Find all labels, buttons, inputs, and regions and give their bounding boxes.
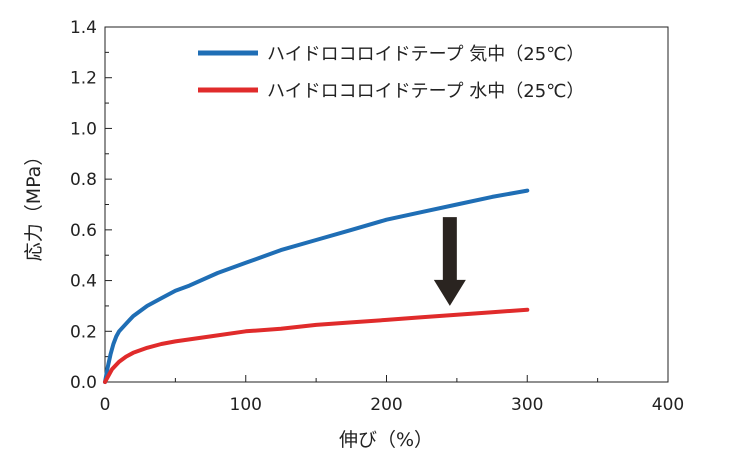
series-lines [103,188,530,384]
x-tick-label: 300 [511,395,543,415]
series-line-water [103,307,530,384]
annotations [433,217,466,306]
x-tick-label: 0 [100,395,111,415]
y-axis-title: 応力（MPa） [23,147,45,262]
axis-ticks: 0 100 200 300 400 0.0 0.2 0.4 0.6 0.8 1.0 1.2 1.4 [70,18,684,415]
series-line-air [103,188,530,384]
legend: ハイドロコロイドテープ 気中（25℃） ハイドロコロイドテープ 水中（25℃） [198,44,584,102]
y-tick-label: 1.0 [70,119,97,139]
y-tick-label: 1.4 [70,18,97,38]
y-tick-label: 0.6 [70,221,97,241]
y-tick-label: 1.2 [70,69,97,89]
x-axis-title: 伸び（%） [339,429,433,451]
legend-label-air: ハイドロコロイドテープ 気中（25℃） [267,44,584,65]
x-tick-label: 200 [370,395,402,415]
x-tick-label: 400 [652,395,684,415]
x-tick-label: 100 [230,395,262,415]
y-tick-label: 0.8 [70,170,97,190]
legend-label-water: ハイドロコロイドテープ 水中（25℃） [267,81,584,102]
y-tick-label: 0.0 [70,373,97,393]
down-arrow-icon [433,217,466,306]
y-tick-label: 0.4 [70,272,97,292]
y-tick-label: 0.2 [70,322,97,342]
